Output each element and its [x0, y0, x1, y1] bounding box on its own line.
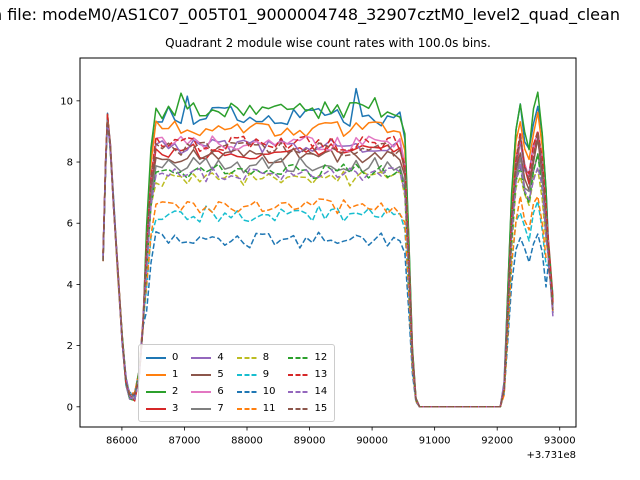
legend-line-sample	[236, 390, 257, 393]
series-line-11	[102, 114, 554, 408]
legend-label: 5	[217, 368, 224, 380]
legend-item-5: 5	[191, 368, 224, 380]
legend-label: 2	[172, 385, 179, 397]
y-tick-label: 4	[67, 280, 73, 291]
legend-item-14: 14	[288, 385, 328, 397]
legend-line-sample	[146, 390, 166, 393]
x-tick-label: 88000	[231, 436, 263, 447]
series-line-10	[102, 112, 554, 408]
y-tick-label: 6	[67, 219, 73, 230]
legend-item-9: 9	[236, 368, 276, 380]
series-line-15	[102, 120, 554, 408]
legend-label: 13	[314, 368, 328, 380]
legend-label: 4	[217, 351, 224, 363]
legend-item-11: 11	[236, 402, 276, 414]
legend-line-sample	[288, 407, 309, 410]
y-tick-label: 10	[60, 96, 73, 107]
legend-label: 7	[217, 402, 224, 414]
legend-line-sample	[288, 390, 309, 393]
legend-item-0: 0	[146, 351, 179, 363]
legend-line-sample	[236, 373, 257, 376]
legend-label: 1	[172, 368, 179, 380]
legend-label: 9	[262, 368, 270, 380]
legend-item-13: 13	[288, 368, 328, 380]
y-tick-label: 8	[67, 158, 73, 169]
legend-item-6: 6	[191, 385, 224, 397]
x-tick-label: 87000	[169, 436, 201, 447]
legend-label: 14	[314, 385, 328, 397]
legend-line-sample	[236, 356, 257, 359]
series-lines	[102, 87, 554, 408]
legend-label: 12	[314, 351, 328, 363]
legend-line-sample	[191, 373, 212, 376]
legend-line-sample	[146, 356, 166, 359]
legend-item-2: 2	[146, 385, 179, 397]
x-tick-label: 93000	[544, 436, 576, 447]
legend-item-4: 4	[191, 351, 224, 363]
legend-line-sample	[191, 407, 212, 410]
legend-item-12: 12	[288, 351, 328, 363]
legend-label: 6	[217, 385, 224, 397]
legend-item-8: 8	[236, 351, 276, 363]
x-tick-label: 89000	[294, 436, 326, 447]
x-tick-label: 91000	[419, 436, 451, 447]
plot-title: Quadrant 2 module wise count rates with …	[165, 36, 491, 50]
legend-label: 10	[262, 385, 276, 397]
figure-header-filename: n file: modeM0/AS1C07_005T01_9000004748_…	[0, 5, 620, 24]
legend-item-1: 1	[146, 368, 179, 380]
y-tick-label: 2	[67, 341, 73, 352]
axes-frame	[79, 57, 577, 428]
legend-line-sample	[191, 356, 212, 359]
legend-item-15: 15	[288, 402, 328, 414]
legend-item-3: 3	[146, 402, 179, 414]
x-tick-label: 92000	[481, 436, 513, 447]
legend-label: 11	[262, 402, 276, 414]
legend-label: 3	[172, 402, 179, 414]
legend-line-sample	[191, 390, 212, 393]
legend-line-sample	[146, 373, 166, 376]
x-tick-label: 90000	[356, 436, 388, 447]
legend-label: 15	[314, 402, 328, 414]
legend-item-7: 7	[191, 402, 224, 414]
legend-line-sample	[288, 373, 309, 376]
legend-line-sample	[146, 407, 166, 410]
legend: 0 1 2 3 4 5 6 7 8 9 10 11 12 13 14 15	[138, 344, 336, 422]
legend-line-sample	[288, 356, 309, 359]
x-tick-label: 86000	[106, 436, 138, 447]
legend-label: 8	[262, 351, 270, 363]
legend-label: 0	[172, 351, 179, 363]
legend-item-10: 10	[236, 385, 276, 397]
x-axis-offset-label: +3.731e8	[526, 450, 576, 461]
legend-line-sample	[236, 407, 257, 410]
y-tick-label: 0	[67, 402, 73, 413]
